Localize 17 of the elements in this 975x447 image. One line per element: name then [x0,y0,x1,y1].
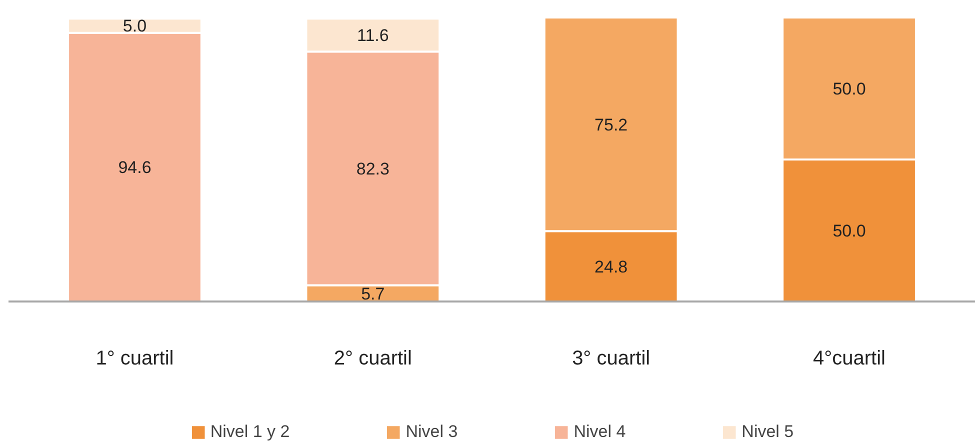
data-label: 11.6 [357,26,389,46]
data-label: 5.0 [122,16,147,36]
data-label: 94.6 [118,158,152,178]
x-tick-label: 4°cuartil [813,348,886,370]
data-label: 75.2 [594,115,628,134]
x-tick-label: 1° cuartil [96,348,174,370]
legend-label: Nivel 4 [574,422,626,442]
legend-label: Nivel 5 [742,422,794,442]
legend-label: Nivel 3 [406,422,458,442]
legend-label: Nivel 1 y 2 [210,422,290,442]
data-label: 82.3 [356,159,390,178]
data-label: 50.0 [832,80,866,98]
x-tick-label: 3° cuartil [572,348,650,370]
data-label: 24.8 [594,257,628,276]
data-label: 50.0 [832,222,866,240]
x-tick-label: 2° cuartil [334,348,412,370]
data-label: 5.7 [361,284,385,304]
